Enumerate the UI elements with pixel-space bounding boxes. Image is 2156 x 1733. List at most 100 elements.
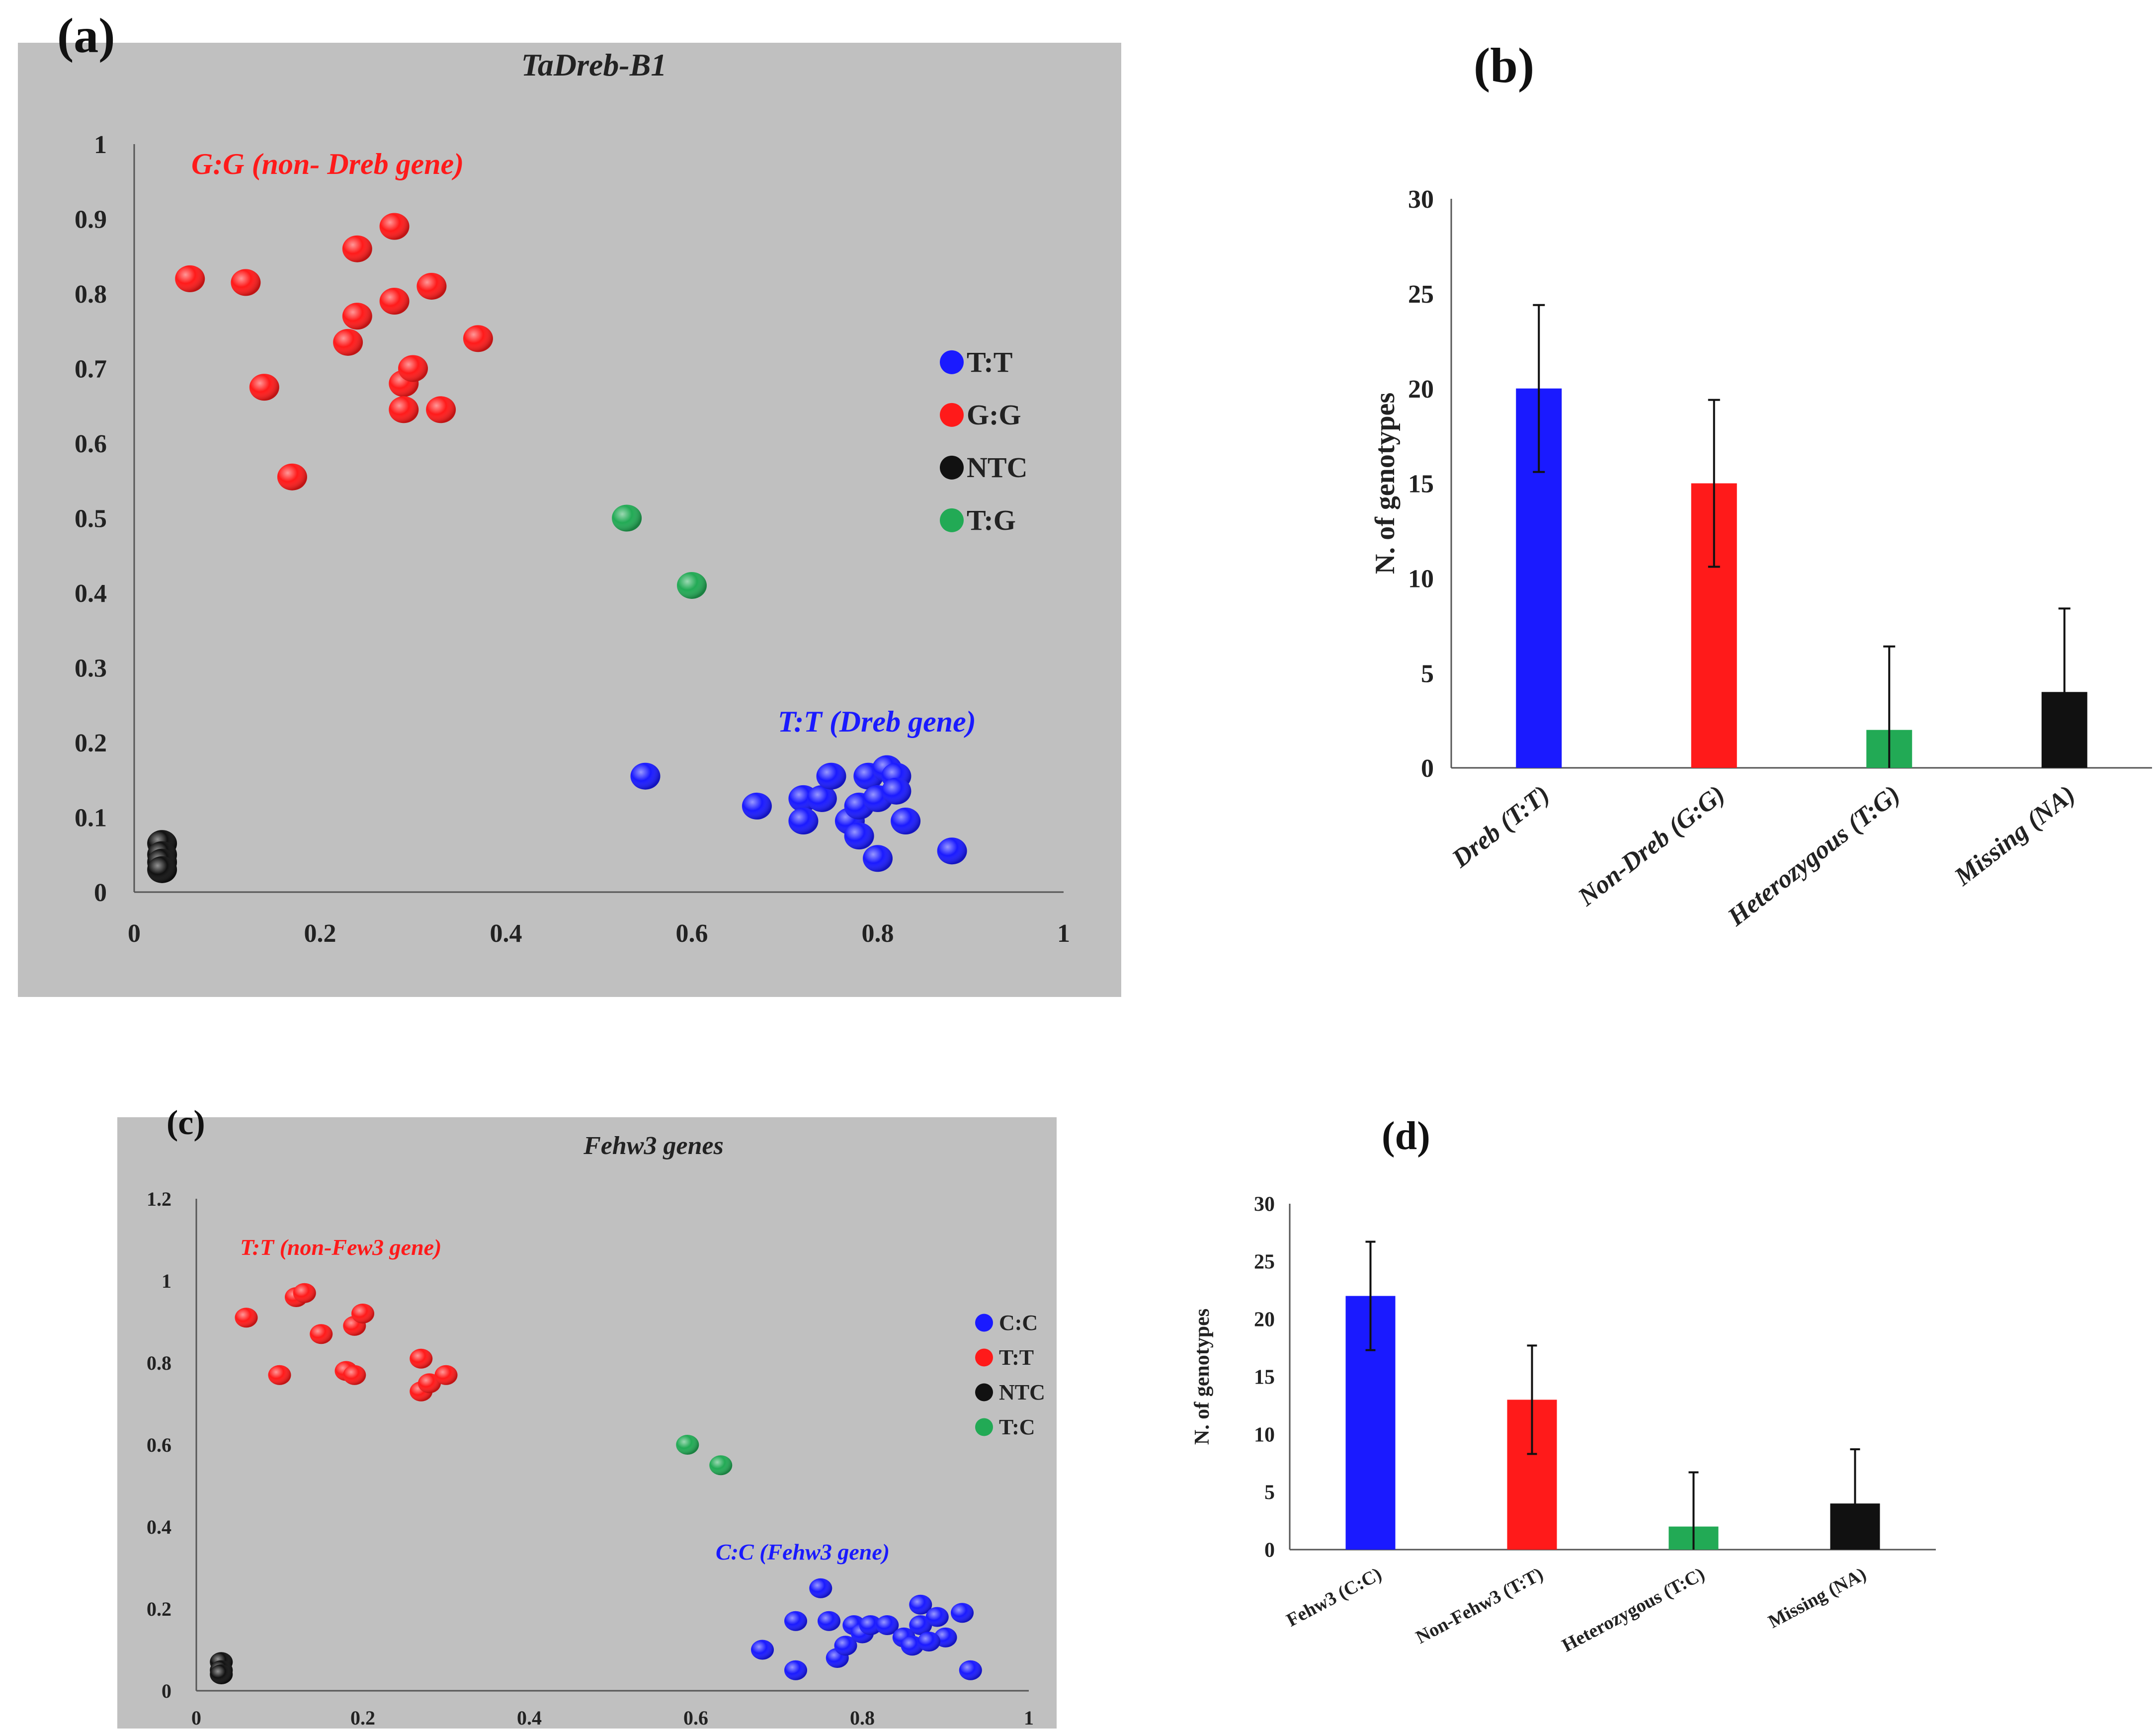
chart-c-legend-label: T:C (999, 1415, 1035, 1439)
chart-c-point-shine (951, 1603, 974, 1623)
chart-c-y-tick-label: 0.4 (147, 1516, 171, 1538)
chart-c-y-tick-label: 0 (162, 1680, 171, 1702)
chart-a-x-tick-label: 0.6 (676, 919, 708, 948)
chart-c-point-shine (751, 1640, 774, 1660)
chart-c-y-tick-label: 1 (162, 1270, 171, 1292)
chart-a-point-shine (277, 463, 307, 491)
chart-d-category-label: Missing (NA) (1765, 1564, 1870, 1633)
chart-a-y-tick-label: 0.7 (75, 355, 107, 384)
chart-d-y-tick-label: 5 (1264, 1482, 1275, 1504)
chart-a-point-shine (342, 235, 372, 262)
chart-a-legend-marker (940, 350, 964, 374)
chart-a-point-shine (788, 808, 819, 835)
chart-c-point-shine (959, 1660, 982, 1680)
chart-b-y-tick-label: 20 (1408, 375, 1434, 404)
panel-a-background (18, 43, 1121, 997)
chart-b-category-label: Missing (NA) (1949, 780, 2080, 892)
chart-d-category-label: Non-Fehw3 (T:T) (1412, 1564, 1547, 1648)
chart-b-y-tick-label: 0 (1421, 754, 1434, 783)
chart-a-point-shine (249, 374, 279, 401)
chart-c-x-tick-label: 0 (191, 1707, 201, 1729)
chart-a-y-tick-label: 0.2 (75, 729, 107, 757)
chart-c-annotation: C:C (Fehw3 gene) (716, 1539, 890, 1565)
chart-c-point-shine (784, 1660, 807, 1680)
chart-a-point-shine (231, 269, 261, 296)
chart-c-point-shine (418, 1373, 441, 1394)
chart-a-point-shine (175, 265, 205, 292)
chart-a-y-tick-label: 1 (94, 131, 107, 159)
chart-a-annotation: T:T (Dreb gene) (778, 705, 976, 738)
chart-a-point-shine (416, 272, 447, 300)
chart-d-category-label: Heterozygous (T:C) (1559, 1564, 1708, 1656)
chart-a-x-tick-label: 0.8 (862, 919, 894, 948)
chart-c-x-tick-label: 0.2 (350, 1707, 375, 1729)
panel-label-a: (a) (57, 8, 115, 63)
chart-a-annotation: G:G (non- Dreb gene) (191, 148, 464, 180)
panel-label-c: (c) (166, 1104, 205, 1142)
chart-a-legend-label: T:T (967, 346, 1012, 378)
chart-a-y-tick-label: 0.5 (75, 505, 107, 533)
chart-c-annotation: T:T (non-Few3 gene) (240, 1235, 441, 1260)
chart-a-point-shine (147, 856, 177, 883)
chart-d-y-tick-label: 25 (1254, 1251, 1275, 1274)
chart-a-title: TaDreb-B1 (521, 47, 667, 83)
chart-c-point-shine (343, 1365, 366, 1385)
chart-c-point-shine (676, 1435, 699, 1455)
chart-a-legend-label: NTC (967, 451, 1027, 484)
chart-a-x-tick-label: 1 (1057, 919, 1070, 948)
chart-a-point-shine (463, 325, 493, 352)
chart-c-point-shine (909, 1594, 932, 1615)
chart-d-y-axis-label: N. of genotypes (1191, 1309, 1214, 1445)
chart-c-legend-marker (975, 1418, 993, 1436)
chart-c-legend-marker (975, 1348, 993, 1367)
chart-a-legend-marker (940, 403, 964, 427)
chart-a-point-shine (863, 845, 893, 872)
chart-a-point-shine (937, 837, 967, 865)
chart-a-point-shine (612, 504, 642, 532)
chart-d-y-tick-label: 15 (1254, 1366, 1275, 1389)
chart-c-point-shine (818, 1611, 840, 1631)
chart-a-point-shine (844, 823, 874, 850)
chart-b-category-label: Heterozygous (T:G) (1722, 780, 1906, 932)
chart-a-y-tick-label: 0.9 (75, 206, 107, 234)
chart-b-y-tick-label: 25 (1408, 280, 1434, 309)
chart-d-y-tick-label: 20 (1254, 1309, 1275, 1331)
chart-b-category-label: Non-Dreb (G:G) (1573, 780, 1730, 912)
chart-c-point-shine (235, 1308, 258, 1328)
chart-a-point-shine (807, 785, 837, 812)
chart-c-point-shine (410, 1348, 433, 1369)
chart-a-y-tick-label: 0.4 (75, 579, 107, 608)
chart-c-point-shine (876, 1615, 899, 1635)
chart-d-bar: 0 5 10 15 20 25 30 N. of genotypes Fehw3 (C:C) No… (1191, 1193, 1936, 1656)
chart-b-y-tick-label: 5 (1421, 660, 1434, 688)
chart-c-point-shine (351, 1304, 374, 1323)
chart-c-point-shine (293, 1283, 316, 1303)
chart-a-legend-label: G:G (967, 399, 1021, 431)
chart-a-point-shine (742, 792, 772, 820)
chart-a-y-tick-label: 0.3 (75, 655, 107, 683)
chart-a-point-shine (379, 288, 410, 315)
chart-b-y-tick-label: 10 (1408, 565, 1434, 593)
chart-a-scatter: TaDreb-B1 0 0.2 0.4 0.6 0.8 1 0 0.1 0.2 0.3 0.4 0.5 0… (75, 47, 1070, 948)
chart-b-y-tick-label: 30 (1408, 185, 1434, 214)
chart-c-legend-label: T:T (999, 1345, 1034, 1370)
chart-a-point-shine (379, 213, 410, 240)
chart-a-x-tick-label: 0.2 (304, 919, 336, 948)
chart-b-y-tick-label: 15 (1408, 470, 1434, 498)
chart-a-y-tick-label: 0.8 (75, 280, 107, 309)
chart-c-point-shine (834, 1636, 857, 1656)
chart-c-x-tick-label: 0.4 (517, 1707, 542, 1729)
chart-c-point-shine (784, 1611, 807, 1631)
chart-c-point-shine (709, 1455, 733, 1476)
chart-a-y-tick-label: 0.1 (75, 804, 107, 832)
chart-c-point-shine (859, 1615, 882, 1635)
chart-c-legend-label: NTC (999, 1380, 1045, 1404)
chart-a-legend-label: T:G (967, 504, 1016, 536)
panel-label-d: (d) (1382, 1114, 1430, 1158)
chart-a-y-tick-label: 0 (94, 879, 107, 907)
chart-d-y-tick-label: 0 (1264, 1539, 1275, 1562)
panel-label-b: (b) (1474, 38, 1534, 93)
chart-c-scatter: Fehw3 genes 0 0.2 0.4 0.6 0.8 1 0 0.2 0.4 0.6 0.8 1 1… (147, 1132, 1045, 1729)
chart-c-legend-marker (975, 1314, 993, 1332)
chart-c-y-tick-label: 1.2 (147, 1188, 171, 1210)
